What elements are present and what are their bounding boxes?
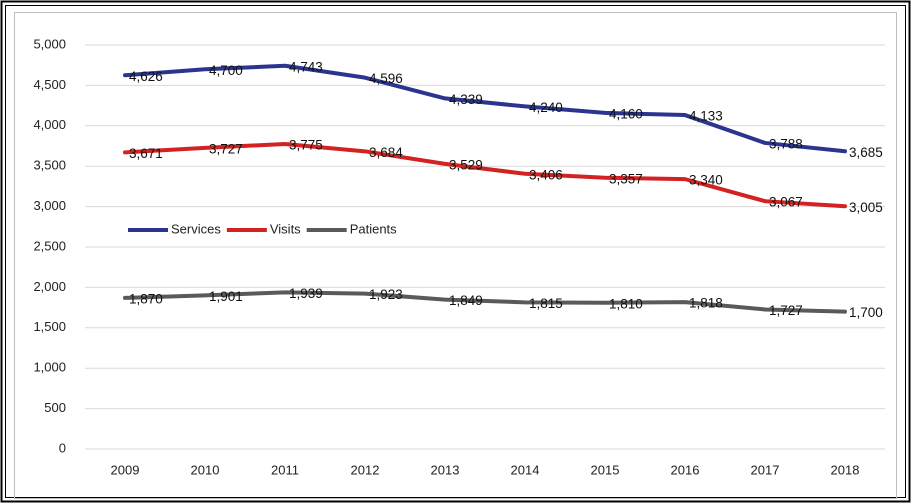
data-label: 1,849 — [449, 293, 483, 308]
x-tick-label: 2012 — [351, 462, 380, 477]
data-label: 4,240 — [529, 100, 563, 115]
chart-area — [14, 12, 897, 499]
data-label: 1,818 — [689, 296, 723, 311]
data-label: 3,788 — [769, 136, 803, 151]
y-tick-label: 500 — [44, 400, 66, 415]
y-tick-label: 3,000 — [33, 198, 66, 213]
x-tick-label: 2017 — [751, 462, 780, 477]
series-line — [123, 63, 847, 154]
data-label: 3,685 — [849, 145, 883, 160]
data-label: 3,357 — [609, 171, 643, 186]
y-tick-label: 2,500 — [33, 238, 66, 253]
x-tick-label: 2009 — [111, 462, 140, 477]
data-label: 3,684 — [369, 145, 403, 160]
data-label: 4,596 — [369, 71, 403, 86]
data-label: 4,339 — [449, 92, 483, 107]
data-label: 4,133 — [689, 109, 723, 124]
series-line — [123, 141, 847, 209]
data-label: 3,005 — [849, 200, 883, 215]
x-tick-label: 2015 — [591, 462, 620, 477]
x-tick-label: 2013 — [431, 462, 460, 477]
data-label: 3,671 — [129, 146, 163, 161]
x-tick-label: 2018 — [831, 462, 860, 477]
y-tick-label: 5,000 — [33, 36, 66, 51]
data-label: 1,870 — [129, 291, 163, 306]
series-line — [123, 290, 847, 314]
data-label: 1,901 — [209, 289, 243, 304]
inner-frame — [5, 5, 906, 498]
x-tick-label: 2016 — [671, 462, 700, 477]
data-label: 1,727 — [769, 303, 803, 318]
data-label: 1,700 — [849, 305, 883, 320]
data-label: 4,626 — [129, 69, 163, 84]
data-label: 1,810 — [609, 296, 643, 311]
data-label: 3,529 — [449, 157, 483, 172]
x-tick-label: 2010 — [191, 462, 220, 477]
data-label: 1,939 — [289, 286, 323, 301]
legend-label: Services — [171, 221, 221, 236]
y-tick-label: 1,000 — [33, 360, 66, 375]
data-label: 3,406 — [529, 167, 563, 182]
y-tick-label: 1,500 — [33, 319, 66, 334]
data-label: 3,727 — [209, 141, 243, 156]
legend-label: Patients — [350, 221, 397, 236]
data-label: 3,775 — [289, 138, 323, 153]
y-tick-label: 4,500 — [33, 77, 66, 92]
data-label: 4,160 — [609, 106, 643, 121]
data-label: 3,067 — [769, 195, 803, 210]
x-tick-label: 2014 — [511, 462, 540, 477]
y-tick-label: 0 — [59, 440, 66, 455]
data-label: 1,923 — [369, 287, 403, 302]
legend-label: Visits — [270, 221, 301, 236]
data-label: 4,700 — [209, 63, 243, 78]
y-tick-label: 3,500 — [33, 158, 66, 173]
x-tick-label: 2011 — [271, 462, 299, 477]
y-tick-label: 2,000 — [33, 279, 66, 294]
y-tick-label: 4,000 — [33, 117, 66, 132]
data-label: 4,743 — [289, 59, 323, 74]
data-label: 3,340 — [689, 173, 723, 188]
data-label: 1,815 — [529, 296, 563, 311]
